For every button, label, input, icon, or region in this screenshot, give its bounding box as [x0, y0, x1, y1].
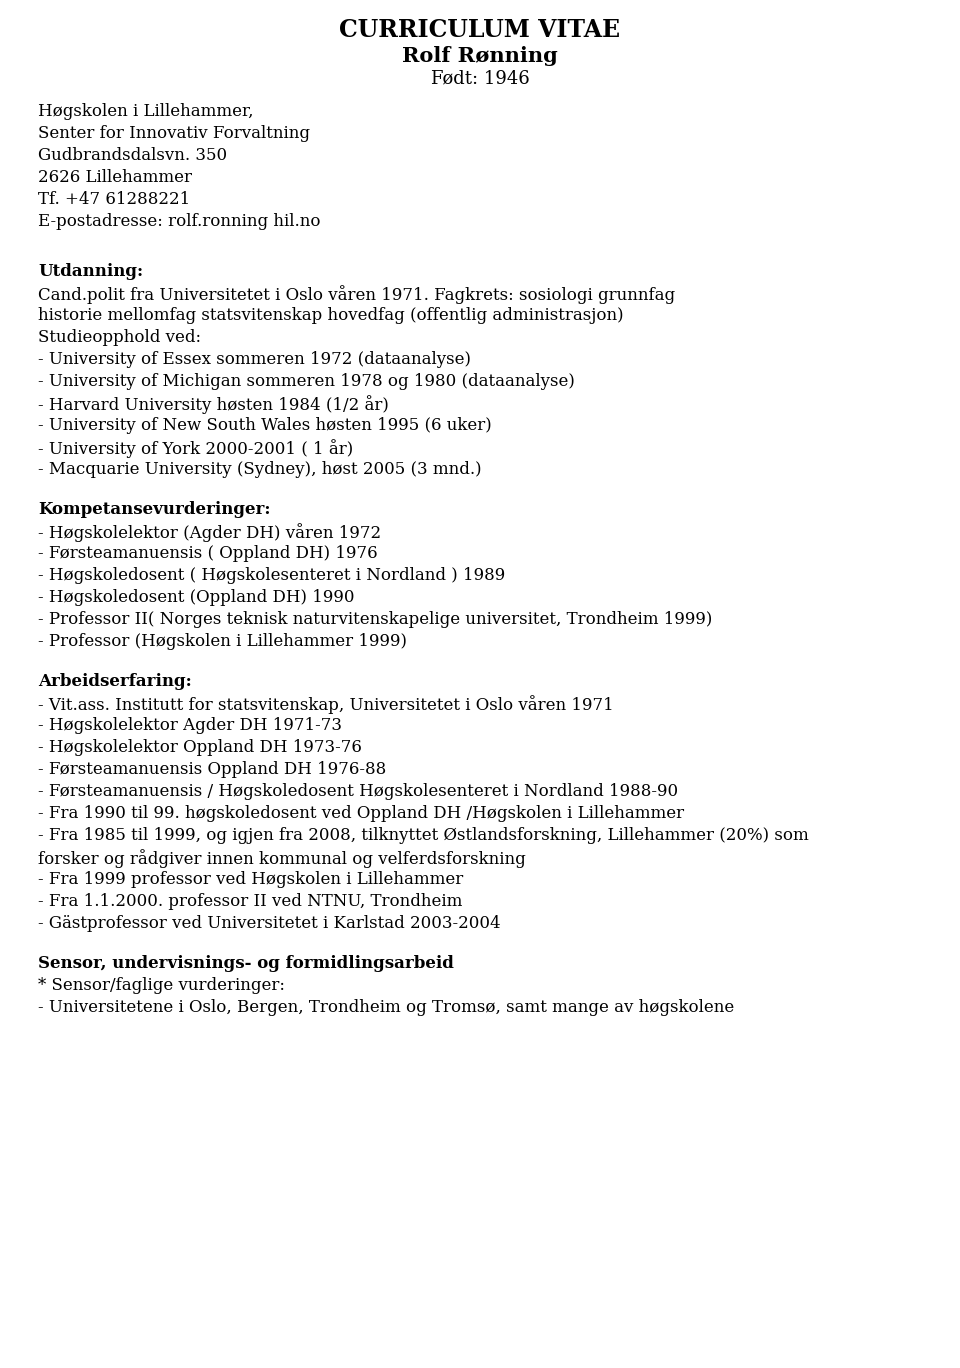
Text: Høgskolen i Lillehammer,: Høgskolen i Lillehammer, — [38, 103, 253, 120]
Text: 2626 Lillehammer: 2626 Lillehammer — [38, 168, 192, 186]
Text: - Universitetene i Oslo, Bergen, Trondheim og Tromsø, samt mange av høgskolene: - Universitetene i Oslo, Bergen, Trondhe… — [38, 999, 734, 1015]
Text: - Førsteamanuensis / Høgskoledosent Høgskolesenteret i Nordland 1988-90: - Førsteamanuensis / Høgskoledosent Høgs… — [38, 782, 678, 800]
Text: - Høgskoledosent (Oppland DH) 1990: - Høgskoledosent (Oppland DH) 1990 — [38, 588, 354, 606]
Text: Født: 1946: Født: 1946 — [431, 70, 529, 88]
Text: Arbeidserfaring:: Arbeidserfaring: — [38, 673, 192, 689]
Text: Utdanning:: Utdanning: — [38, 263, 143, 279]
Text: - Fra 1985 til 1999, og igjen fra 2008, tilknyttet Østlandsforskning, Lillehamme: - Fra 1985 til 1999, og igjen fra 2008, … — [38, 826, 808, 844]
Text: - Førsteamanuensis Oppland DH 1976-88: - Førsteamanuensis Oppland DH 1976-88 — [38, 761, 386, 777]
Text: - Fra 1999 professor ved Høgskolen i Lillehammer: - Fra 1999 professor ved Høgskolen i Lil… — [38, 870, 464, 888]
Text: historie mellomfag statsvitenskap hovedfag (offentlig administrasjon): historie mellomfag statsvitenskap hovedf… — [38, 306, 624, 324]
Text: * Sensor/faglige vurderinger:: * Sensor/faglige vurderinger: — [38, 977, 285, 993]
Text: forsker og rådgiver innen kommunal og velferdsforskning: forsker og rådgiver innen kommunal og ve… — [38, 848, 526, 867]
Text: - Fra 1.1.2000. professor II ved NTNU, Trondheim: - Fra 1.1.2000. professor II ved NTNU, T… — [38, 893, 463, 910]
Text: - Professor II( Norges teknisk naturvitenskapelige universitet, Trondheim 1999): - Professor II( Norges teknisk naturvite… — [38, 610, 712, 628]
Text: - University of Michigan sommeren 1978 og 1980 (dataanalyse): - University of Michigan sommeren 1978 o… — [38, 372, 575, 390]
Text: - Vit.ass. Institutt for statsvitenskap, Universitetet i Oslo våren 1971: - Vit.ass. Institutt for statsvitenskap,… — [38, 695, 613, 714]
Text: Rolf Rønning: Rolf Rønning — [402, 45, 558, 66]
Text: - University of York 2000-2001 ( 1 år): - University of York 2000-2001 ( 1 år) — [38, 439, 353, 458]
Text: - Macquarie University (Sydney), høst 2005 (3 mnd.): - Macquarie University (Sydney), høst 20… — [38, 461, 482, 477]
Text: - Gästprofessor ved Universitetet i Karlstad 2003-2004: - Gästprofessor ved Universitetet i Karl… — [38, 915, 500, 932]
Text: - Høgskolelektor Oppland DH 1973-76: - Høgskolelektor Oppland DH 1973-76 — [38, 739, 362, 755]
Text: CURRICULUM VITAE: CURRICULUM VITAE — [340, 18, 620, 42]
Text: Gudbrandsdalsvn. 350: Gudbrandsdalsvn. 350 — [38, 146, 228, 164]
Text: - Høgskoledosent ( Høgskolesenteret i Nordland ) 1989: - Høgskoledosent ( Høgskolesenteret i No… — [38, 566, 505, 584]
Text: Studieopphold ved:: Studieopphold ved: — [38, 328, 202, 346]
Text: - Professor (Høgskolen i Lillehammer 1999): - Professor (Høgskolen i Lillehammer 199… — [38, 632, 407, 650]
Text: - Harvard University høsten 1984 (1/2 år): - Harvard University høsten 1984 (1/2 år… — [38, 395, 389, 413]
Text: - University of Essex sommeren 1972 (dataanalyse): - University of Essex sommeren 1972 (dat… — [38, 350, 471, 368]
Text: - Fra 1990 til 99. høgskoledosent ved Oppland DH /Høgskolen i Lillehammer: - Fra 1990 til 99. høgskoledosent ved Op… — [38, 804, 684, 822]
Text: Kompetansevurderinger:: Kompetansevurderinger: — [38, 501, 271, 517]
Text: Sensor, undervisnings- og formidlingsarbeid: Sensor, undervisnings- og formidlingsarb… — [38, 955, 454, 971]
Text: Senter for Innovativ Forvaltning: Senter for Innovativ Forvaltning — [38, 124, 310, 142]
Text: - University of New South Wales høsten 1995 (6 uker): - University of New South Wales høsten 1… — [38, 417, 492, 434]
Text: - Førsteamanuensis ( Oppland DH) 1976: - Førsteamanuensis ( Oppland DH) 1976 — [38, 544, 377, 562]
Text: - Høgskolelektor Agder DH 1971-73: - Høgskolelektor Agder DH 1971-73 — [38, 717, 342, 733]
Text: Cand.polit fra Universitetet i Oslo våren 1971. Fagkrets: sosiologi grunnfag: Cand.polit fra Universitetet i Oslo våre… — [38, 285, 675, 304]
Text: E-postadresse: rolf.ronning hil.no: E-postadresse: rolf.ronning hil.no — [38, 212, 321, 230]
Text: Tf. +47 61288221: Tf. +47 61288221 — [38, 190, 190, 208]
Text: - Høgskolelektor (Agder DH) våren 1972: - Høgskolelektor (Agder DH) våren 1972 — [38, 523, 381, 542]
